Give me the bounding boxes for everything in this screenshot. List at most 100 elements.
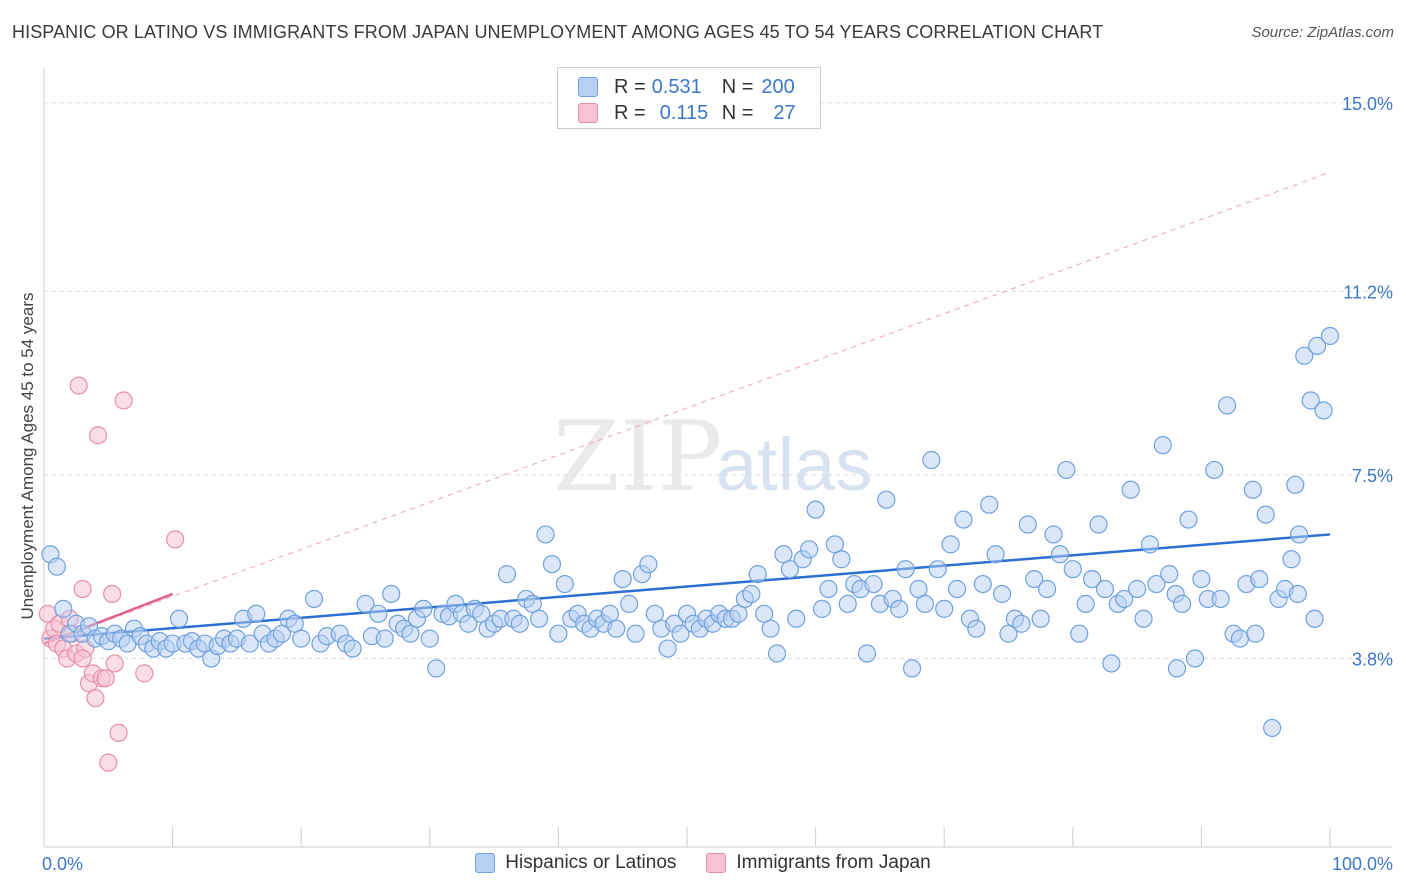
data-point-hispanics [967,619,986,638]
y-tick-label: 3.8% [1352,649,1393,669]
data-point-hispanics [992,584,1012,604]
series-immigrants-from-japan [38,376,185,772]
data-point-hispanics [890,599,909,618]
n-value: 200 [761,75,795,98]
data-point-japan [105,654,124,673]
data-point-hispanics [1095,579,1115,599]
data-point-hispanics [1057,460,1076,480]
data-point-japan [103,584,122,604]
data-point-hispanics [1288,584,1307,604]
data-point-hispanics [1211,589,1230,609]
data-point-hispanics [1050,545,1070,564]
data-point-hispanics [838,594,857,613]
data-point-hispanics [1134,609,1153,628]
data-point-hispanics [639,555,658,574]
data-point-hispanics [1205,460,1224,480]
trend-lines [43,171,1331,645]
data-point-hispanics [935,599,954,618]
data-point-hispanics [1102,654,1121,673]
data-point-hispanics [613,569,632,589]
x-tick-label: 100.0% [1332,854,1393,874]
data-point-japan [99,753,118,772]
data-point-hispanics [947,579,967,599]
data-point-hispanics [555,574,574,594]
legend-item-hispanics: Hispanics or Latinos [475,852,676,874]
data-point-hispanics [1063,560,1082,579]
data-point-hispanics [1305,609,1324,628]
stats-legend: R = 0.531 N = 200 R = 0.115 N = 27 [557,67,821,129]
data-point-hispanics [549,624,568,643]
data-point-hispanics [542,555,562,574]
data-point-hispanics [1167,659,1187,678]
r-label: R = [614,101,646,124]
data-point-hispanics [806,500,825,519]
data-point-hispanics [980,495,999,514]
data-point-hispanics [832,550,851,569]
data-point-hispanics [1089,515,1108,534]
data-point-hispanics [1115,589,1134,609]
data-point-hispanics [369,604,388,623]
data-point-hispanics [941,535,960,554]
chart-title: HISPANIC OR LATINO VS IMMIGRANTS FROM JA… [12,22,1104,42]
data-point-japan [88,426,108,445]
data-point-hispanics [427,659,446,678]
data-point-hispanics [1153,436,1172,455]
data-point-hispanics [800,540,819,559]
data-point-hispanics [1263,718,1282,738]
data-point-hispanics [922,450,941,470]
pink-swatch-icon [706,853,727,873]
legend-label: Immigrants from Japan [736,852,931,873]
data-point-hispanics [671,624,690,643]
series-hispanics-or-latinos [41,326,1340,738]
data-point-hispanics [247,604,266,623]
legend-label: Hispanics or Latinos [505,852,677,873]
data-point-hispanics [169,609,189,628]
data-point-hispanics [1308,336,1327,356]
data-point-hispanics [1301,391,1320,410]
data-point-hispanics [240,634,259,653]
data-point-hispanics [1018,515,1037,534]
data-point-hispanics [1218,396,1237,415]
n-label: N = [721,101,754,124]
y-axis-label: Unemployment Among Ages 45 to 54 years [18,292,37,620]
data-point-hispanics [375,629,394,648]
data-point-japan [135,664,154,683]
data-point-hispanics [1179,510,1198,529]
data-point-hispanics [1070,624,1089,643]
data-point-hispanics [497,565,517,584]
data-point-hispanics [292,629,311,648]
data-point-hispanics [47,557,66,576]
data-point-hispanics [780,560,799,579]
data-point-hispanics [1147,574,1166,594]
data-point-hispanics [902,659,922,678]
data-point-hispanics [1192,569,1211,589]
data-point-hispanics [1243,480,1262,499]
data-point-hispanics [607,619,626,638]
data-point-hispanics [530,609,549,628]
data-point-hispanics [1160,565,1179,584]
data-point-japan [166,530,185,549]
data-point-japan [69,376,88,395]
series-legend: Hispanics or Latinos Immigrants from Jap… [0,852,1406,874]
data-point-hispanics [954,510,973,529]
data-point-hispanics [1185,649,1205,668]
data-point-hispanics [864,574,883,594]
n-value: 27 [773,101,796,124]
data-point-hispanics [1320,326,1340,346]
data-point-hispanics [54,599,73,618]
data-point-japan [109,723,128,742]
data-point-japan [73,579,92,599]
data-point-hispanics [620,594,639,613]
data-point-hispanics [1140,535,1160,554]
tick-labels: 3.8% 7.5% 11.2% 15.0% 0.0% 100.0% [42,94,1393,874]
trend-line-japan-extended [43,171,1331,645]
data-point-japan [114,391,133,410]
legend-item-japan: Immigrants from Japan [706,852,931,874]
data-point-hispanics [1230,629,1250,648]
data-point-hispanics [915,594,935,613]
axes [43,68,1392,848]
data-point-hispanics [304,589,324,609]
data-point-hispanics [1037,579,1057,599]
data-point-hispanics [1076,594,1095,613]
